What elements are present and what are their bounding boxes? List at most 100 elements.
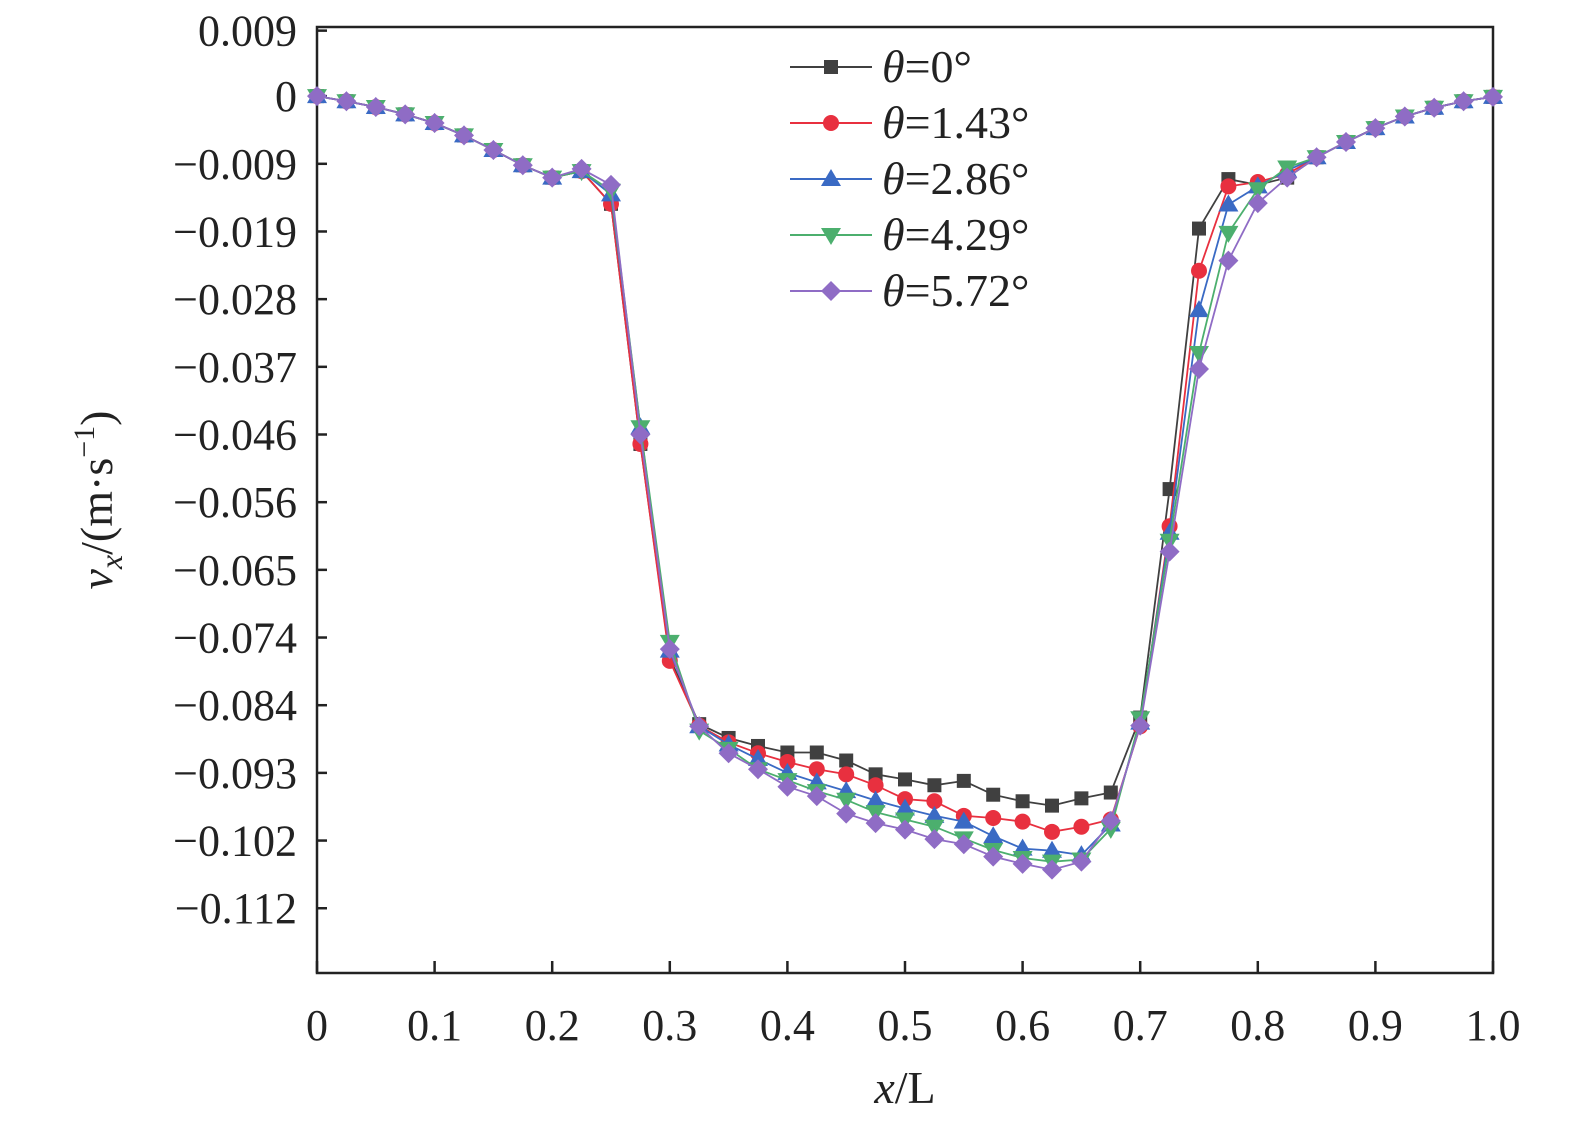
data-point [1014,813,1031,830]
data-point [1071,851,1092,872]
data-point [1100,810,1121,831]
legend-value: =5.72° [905,265,1030,316]
x-tick-label: 0.3 [642,1001,697,1050]
data-point [839,753,854,768]
y-axis-title: vx/(m·s−1) [68,411,129,590]
data-point [1277,167,1298,188]
x-tick-label: 0.9 [1348,1001,1403,1050]
data-point [454,125,474,146]
data-point [1192,221,1206,236]
data-point [1130,715,1151,736]
y-tick-label: −0.065 [173,546,297,595]
data-point [1306,147,1327,168]
legend-marker [823,115,839,131]
legend-item: θ=2.86° [790,153,1029,204]
y-tick-label: −0.037 [173,343,297,392]
y-tick-label: −0.074 [173,614,297,663]
legend-label: θ=4.29° [882,209,1029,260]
data-point [836,803,857,824]
data-point [926,793,943,810]
x-tick-label: 0 [306,1001,328,1050]
data-point [924,805,945,823]
legend-value: =2.86° [905,153,1030,204]
data-point [895,819,915,840]
legend-label: θ=1.43° [882,97,1029,148]
data-point [838,766,855,783]
x-tick-label: 0.1 [407,1001,462,1050]
data-point [1074,791,1089,806]
data-point [1189,300,1209,318]
data-point [1336,131,1356,152]
data-point [865,813,886,834]
data-point [1191,262,1207,279]
y-tick-label: 0 [275,72,297,121]
data-point [806,786,827,807]
data-point [718,743,739,764]
data-point [689,716,710,737]
y-tick-label: −0.019 [173,207,297,256]
x-tick-label: 0.4 [760,1001,815,1050]
data-point [1189,359,1209,380]
data-point [1483,86,1503,107]
data-point [1159,541,1180,562]
x-tick-label: 0.8 [1230,1001,1285,1050]
data-point [1045,798,1059,813]
data-point [1103,785,1118,800]
data-point [895,798,915,816]
data-point [1247,182,1268,200]
data-point [424,113,445,134]
legend-marker [824,60,838,74]
data-point [1042,840,1062,858]
legend-item: θ=5.72° [790,265,1029,316]
series-layer [307,86,1503,880]
legend-item: θ=4.29° [790,209,1029,260]
data-point [924,829,945,850]
data-point [1365,118,1386,139]
legend-var: θ [882,265,905,316]
data-point [927,778,942,793]
x-tick-label: 1.0 [1466,1001,1521,1050]
series-3 [307,89,1503,872]
data-point [1042,859,1062,880]
data-point [748,749,768,767]
legend-var: θ [882,153,905,204]
data-point [777,776,798,797]
y-tick-label: 0.009 [198,7,297,56]
data-point [865,790,886,808]
data-point [867,777,884,794]
legend-marker [821,169,841,186]
data-point [898,772,912,787]
data-point [1220,178,1237,195]
data-point [985,810,1002,827]
series-4 [307,86,1503,880]
legend-item: θ=1.43° [790,97,1029,148]
data-point [1453,91,1474,112]
legend-value: =0° [905,41,972,92]
y-axis: 0.009 0 −0.009 −0.019 −0.028 −0.037 −0.046 −0.0… [173,7,327,933]
data-point [924,819,945,837]
data-point [953,811,974,829]
x-tick-label: 0.7 [1113,1001,1168,1050]
data-point [336,91,357,112]
data-point [630,424,651,445]
data-point [307,86,327,107]
data-point [1218,250,1239,271]
y-tick-label: −0.084 [173,681,297,730]
data-point [365,97,386,118]
data-point [512,155,533,176]
data-point [1012,853,1033,874]
legend-item: θ=0° [790,41,972,92]
x-axis-title: x/L [873,1062,935,1113]
data-point [1424,97,1445,118]
data-point [809,745,824,760]
data-point [956,773,971,788]
data-point [868,767,883,782]
data-point [953,834,974,855]
data-point [483,139,504,160]
x-tick-label: 0.5 [878,1001,933,1050]
data-point [779,753,796,770]
y-tick-label: −0.056 [173,478,297,527]
y-tick-label: −0.102 [173,817,297,866]
y-tick-label: −0.009 [173,140,297,189]
data-point [1015,794,1030,809]
